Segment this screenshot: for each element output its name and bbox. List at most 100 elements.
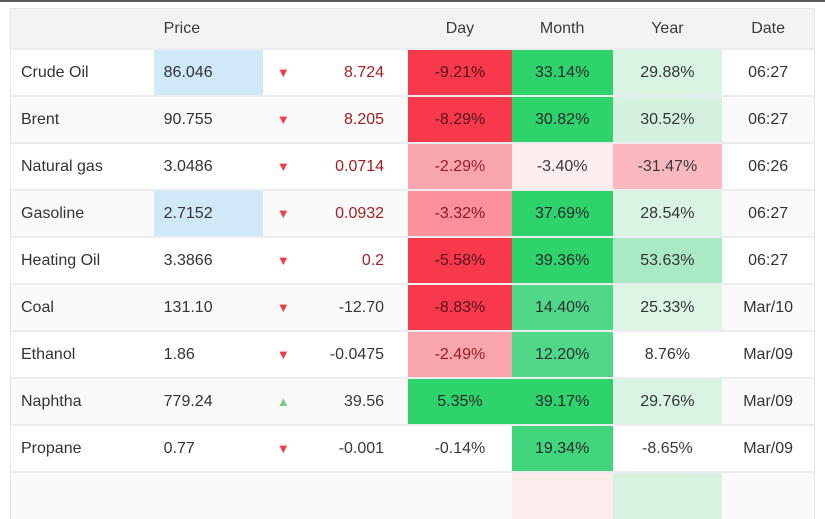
header-name bbox=[11, 9, 154, 48]
change-arrow-icon: ▼ bbox=[276, 65, 290, 80]
date-cell bbox=[722, 473, 814, 519]
header-month: Month bbox=[539, 19, 585, 37]
month-percent-cell: -3.40% bbox=[511, 144, 613, 189]
change-cell: -12.70 bbox=[338, 298, 385, 316]
year-percent-cell: 29.76% bbox=[612, 379, 723, 424]
change-arrow-icon: ▼ bbox=[276, 300, 290, 315]
day-percent-cell: -5.58% bbox=[408, 238, 512, 283]
table-body: Crude Oil 86.046 ▼ 8.724 -9.21% 33.14% 2… bbox=[11, 48, 814, 519]
commodity-name bbox=[11, 473, 154, 519]
change-cell: 0.0714 bbox=[335, 157, 385, 175]
price-cell: 3.3866 bbox=[163, 251, 213, 269]
price-cell: 1.86 bbox=[163, 345, 195, 363]
change-cell bbox=[303, 473, 408, 519]
day-percent-cell: -8.83% bbox=[408, 285, 512, 330]
year-percent-cell: 8.76% bbox=[644, 345, 691, 363]
price-cell: 2.7152 bbox=[153, 191, 264, 236]
date-cell: 06:27 bbox=[748, 63, 789, 81]
month-percent-cell: 39.17% bbox=[511, 379, 613, 424]
header-change bbox=[303, 9, 408, 48]
year-percent-cell: 28.54% bbox=[612, 191, 723, 236]
change-cell: 0.0932 bbox=[335, 204, 385, 222]
month-percent-cell bbox=[511, 473, 613, 519]
month-percent-cell: 14.40% bbox=[511, 285, 613, 330]
commodity-name: Propane bbox=[21, 439, 82, 457]
month-percent-cell: 37.69% bbox=[511, 191, 613, 236]
table-row[interactable]: Ethanol 1.86 ▼ -0.0475 -2.49% 12.20% 8.7… bbox=[11, 330, 814, 377]
price-cell: 86.046 bbox=[153, 50, 264, 95]
day-percent-cell: 5.35% bbox=[408, 379, 512, 424]
price-cell: 131.10 bbox=[163, 298, 213, 316]
commodity-name: Crude Oil bbox=[21, 63, 89, 81]
change-cell: 8.724 bbox=[344, 63, 385, 81]
header-date: Date bbox=[751, 19, 786, 37]
change-cell: 0.2 bbox=[361, 251, 385, 269]
year-percent-cell: -8.65% bbox=[642, 439, 693, 457]
commodities-table: Price Day Month Year Date Crude Oil 86.0… bbox=[10, 8, 815, 519]
table-row[interactable]: Coal 131.10 ▼ -12.70 -8.83% 14.40% 25.33… bbox=[11, 283, 814, 330]
change-cell: -0.0475 bbox=[329, 345, 385, 363]
year-percent-cell: 25.33% bbox=[612, 285, 723, 330]
table-row[interactable]: Natural gas 3.0486 ▼ 0.0714 -2.29% -3.40… bbox=[11, 142, 814, 189]
top-divider-rule bbox=[0, 0, 825, 2]
change-arrow-icon: ▲ bbox=[276, 394, 290, 409]
date-cell: 06:27 bbox=[748, 110, 789, 128]
commodity-name: Brent bbox=[21, 110, 60, 128]
table-header-row: Price Day Month Year Date bbox=[11, 9, 814, 48]
header-arrow-spacer bbox=[263, 9, 303, 48]
table-row[interactable]: Naphtha 779.24 ▲ 39.56 5.35% 39.17% 29.7… bbox=[11, 377, 814, 424]
year-percent-cell: 29.88% bbox=[612, 50, 723, 95]
header-year: Year bbox=[651, 19, 684, 37]
change-arrow-icon: ▼ bbox=[276, 159, 290, 174]
month-percent-cell: 33.14% bbox=[511, 50, 613, 95]
day-percent-cell: -3.32% bbox=[408, 191, 512, 236]
day-percent-cell: -8.29% bbox=[408, 97, 512, 142]
year-percent-cell: 53.63% bbox=[612, 238, 723, 283]
date-cell: 06:27 bbox=[748, 251, 789, 269]
date-cell: Mar/10 bbox=[743, 298, 794, 316]
year-percent-cell: 30.52% bbox=[612, 97, 723, 142]
table-row[interactable]: Crude Oil 86.046 ▼ 8.724 -9.21% 33.14% 2… bbox=[11, 48, 814, 95]
change-cell: -0.001 bbox=[338, 439, 385, 457]
day-percent-cell: -9.21% bbox=[408, 50, 512, 95]
change-arrow-icon: ▼ bbox=[276, 347, 290, 362]
price-cell: 90.755 bbox=[163, 110, 213, 128]
commodity-name: Natural gas bbox=[21, 157, 103, 175]
commodity-name: Heating Oil bbox=[21, 251, 101, 269]
change-arrow-icon: ▼ bbox=[276, 206, 290, 221]
date-cell: Mar/09 bbox=[743, 392, 794, 410]
change-arrow-icon: ▼ bbox=[276, 112, 290, 127]
commodity-name: Ethanol bbox=[21, 345, 76, 363]
day-percent-cell: -2.49% bbox=[408, 332, 512, 377]
day-percent-cell: -0.14% bbox=[434, 439, 486, 457]
date-cell: 06:27 bbox=[748, 204, 789, 222]
commodity-name: Naphtha bbox=[21, 392, 82, 410]
table-row-partial[interactable] bbox=[11, 471, 814, 519]
day-percent-cell: -2.29% bbox=[408, 144, 512, 189]
month-percent-cell: 12.20% bbox=[511, 332, 613, 377]
change-arrow-icon: ▼ bbox=[276, 253, 290, 268]
commodity-name: Gasoline bbox=[21, 204, 85, 222]
table-row[interactable]: Gasoline 2.7152 ▼ 0.0932 -3.32% 37.69% 2… bbox=[11, 189, 814, 236]
table-row[interactable]: Propane 0.77 ▼ -0.001 -0.14% 19.34% -8.6… bbox=[11, 424, 814, 471]
commodity-name: Coal bbox=[21, 298, 54, 316]
date-cell: Mar/09 bbox=[743, 345, 794, 363]
change-arrow-icon: ▼ bbox=[276, 441, 290, 456]
year-percent-cell bbox=[612, 473, 723, 519]
price-cell: 0.77 bbox=[163, 439, 195, 457]
header-price: Price bbox=[163, 19, 201, 37]
change-cell: 39.56 bbox=[344, 392, 385, 410]
date-cell: Mar/09 bbox=[743, 439, 794, 457]
month-percent-cell: 39.36% bbox=[511, 238, 613, 283]
change-cell: 8.205 bbox=[344, 110, 385, 128]
price-cell: 779.24 bbox=[163, 392, 213, 410]
day-percent-cell bbox=[408, 473, 512, 519]
month-percent-cell: 19.34% bbox=[511, 426, 613, 471]
table-row[interactable]: Heating Oil 3.3866 ▼ 0.2 -5.58% 39.36% 5… bbox=[11, 236, 814, 283]
header-day: Day bbox=[445, 19, 475, 37]
year-percent-cell: -31.47% bbox=[612, 144, 723, 189]
date-cell: 06:26 bbox=[748, 157, 789, 175]
price-cell: 3.0486 bbox=[163, 157, 213, 175]
price-cell bbox=[154, 473, 264, 519]
table-row[interactable]: Brent 90.755 ▼ 8.205 -8.29% 30.82% 30.52… bbox=[11, 95, 814, 142]
